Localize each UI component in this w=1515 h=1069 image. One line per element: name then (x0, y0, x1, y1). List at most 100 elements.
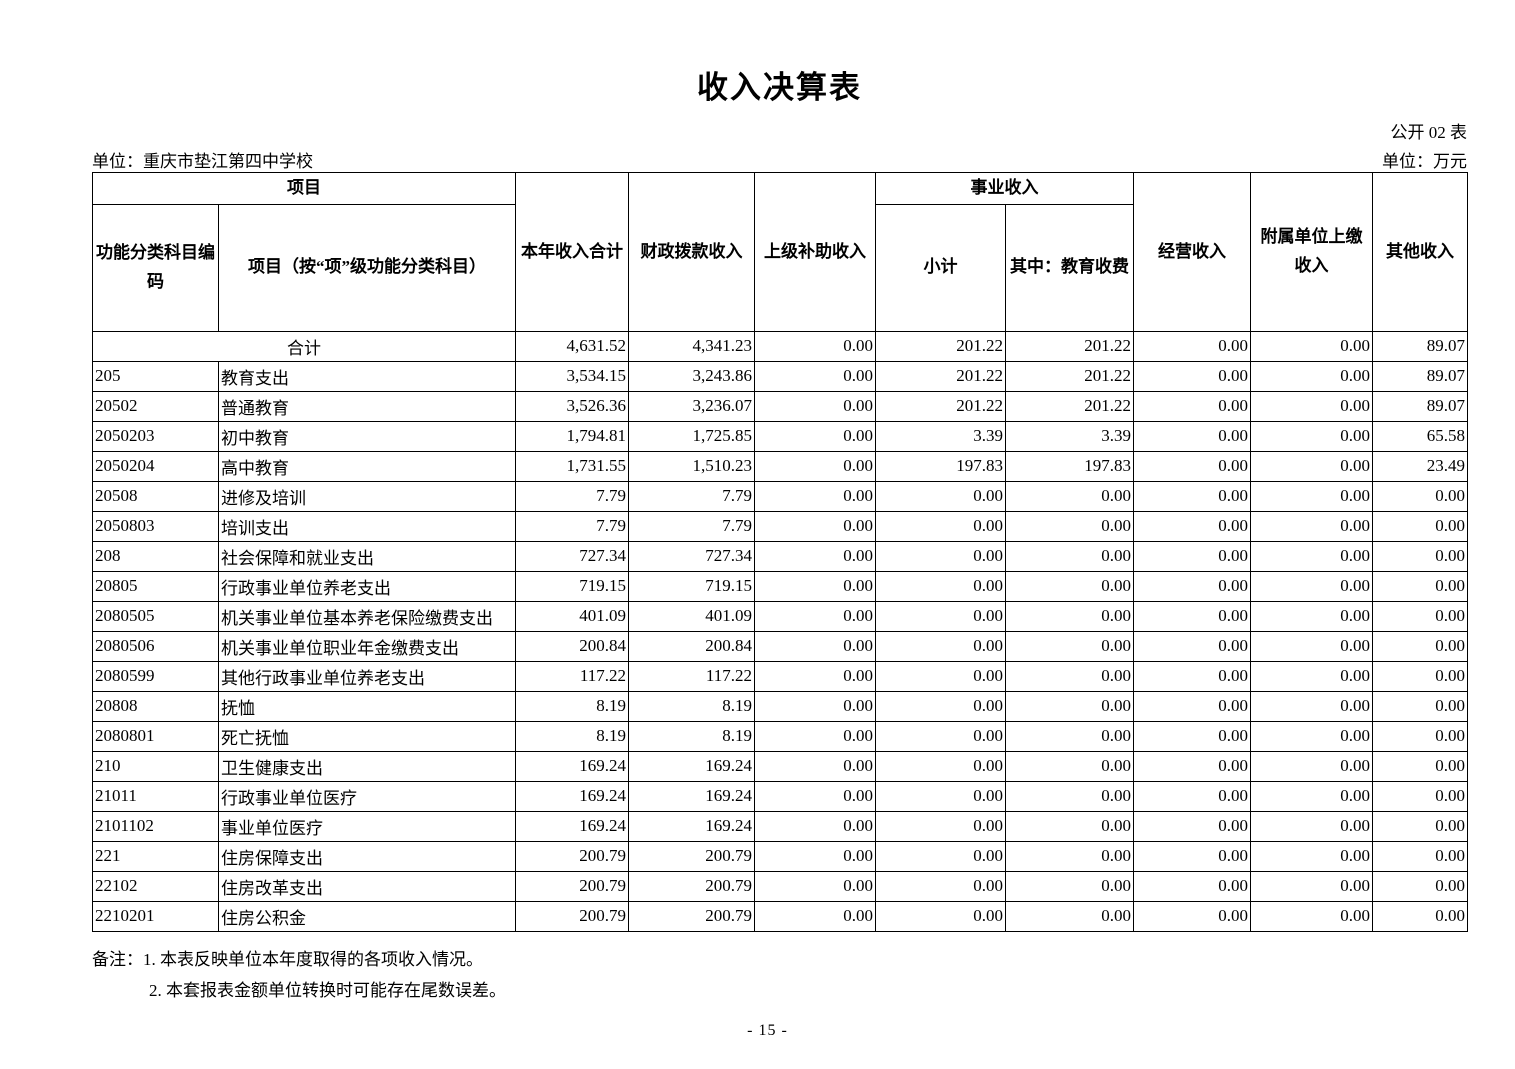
cell-total-label: 合计 (92, 330, 516, 362)
table-row: 2101102 事业单位医疗 169.24 169.24 0.00 0.00 0.00 0.0… (92, 810, 1468, 842)
cell-value: 0.00 (1372, 780, 1468, 812)
table-row: 2050203 初中教育 1,794.81 1,725.85 0.00 3.39 3.39 0… (92, 420, 1468, 452)
cell-value: 0.00 (1133, 420, 1251, 452)
cell-project-name: 初中教育 (218, 420, 516, 452)
cell-project-name: 社会保障和就业支出 (218, 540, 516, 572)
cell-value: 401.09 (515, 600, 629, 632)
cell-value: 4,341.23 (628, 330, 755, 362)
table-header: 项目 本年收入合计 财政拨款收入 上级补助收入 事业收入 经营收入 附属单位上缴… (92, 172, 1468, 332)
cell-value: 401.09 (628, 600, 755, 632)
cell-project-name: 行政事业单位养老支出 (218, 570, 516, 602)
cell-value: 4,631.52 (515, 330, 629, 362)
cell-value: 0.00 (1005, 480, 1134, 512)
cell-value: 89.07 (1372, 390, 1468, 422)
cell-value: 0.00 (1250, 870, 1373, 902)
cell-value: 0.00 (754, 720, 876, 752)
cell-function-code: 210 (92, 750, 219, 782)
cell-value: 0.00 (875, 600, 1006, 632)
cell-value: 89.07 (1372, 330, 1468, 362)
page-number: - 15 - (747, 1022, 788, 1039)
table-row: 2080801 死亡抚恤 8.19 8.19 0.00 0.00 0.00 0.00 0.00 0… (92, 720, 1468, 752)
header-function-code: 功能分类科目编码 (92, 203, 219, 332)
cell-function-code: 21011 (92, 780, 219, 812)
cell-value: 0.00 (1250, 570, 1373, 602)
cell-value: 0.00 (1372, 600, 1468, 632)
cell-value: 0.00 (1372, 540, 1468, 572)
header-total-income: 本年收入合计 (515, 172, 629, 332)
cell-value: 0.00 (754, 360, 876, 392)
header-business-income-group: 事业收入 (875, 172, 1134, 205)
cell-value: 0.00 (754, 570, 876, 602)
revenue-table: 项目 本年收入合计 财政拨款收入 上级补助收入 事业收入 经营收入 附属单位上缴… (92, 172, 1468, 932)
cell-value: 727.34 (628, 540, 755, 572)
cell-value: 0.00 (1250, 540, 1373, 572)
cell-value: 0.00 (1250, 450, 1373, 482)
cell-value: 0.00 (1005, 540, 1134, 572)
cell-value: 89.07 (1372, 360, 1468, 392)
cell-value: 0.00 (1133, 480, 1251, 512)
cell-function-code: 2080599 (92, 660, 219, 692)
cell-value: 0.00 (1133, 810, 1251, 842)
cell-value: 169.24 (628, 810, 755, 842)
cell-value: 0.00 (1005, 600, 1134, 632)
table-row: 20508 进修及培训 7.79 7.79 0.00 0.00 0.00 0.00 0.00 0.… (92, 480, 1468, 512)
page-title: 收入决算表 (697, 70, 862, 105)
cell-value: 0.00 (754, 630, 876, 662)
cell-value: 0.00 (1250, 420, 1373, 452)
cell-value: 1,725.85 (628, 420, 755, 452)
cell-project-name: 抚恤 (218, 690, 516, 722)
cell-project-name: 高中教育 (218, 450, 516, 482)
table-row: 合计 4,631.52 4,341.23 0.00 201.22 201.22 0.00 0.… (92, 330, 1468, 362)
cell-value: 0.00 (875, 780, 1006, 812)
cell-project-name: 机关事业单位职业年金缴费支出 (218, 630, 516, 662)
cell-value: 0.00 (754, 480, 876, 512)
cell-value: 0.00 (1005, 630, 1134, 662)
cell-value: 0.00 (1250, 810, 1373, 842)
cell-value: 0.00 (1005, 570, 1134, 602)
table-row: 21011 行政事业单位医疗 169.24 169.24 0.00 0.00 0.00 0.0… (92, 780, 1468, 812)
cell-value: 0.00 (1250, 510, 1373, 542)
cell-value: 200.84 (515, 630, 629, 662)
cell-value: 3,534.15 (515, 360, 629, 392)
cell-value: 0.00 (875, 570, 1006, 602)
cell-value: 0.00 (875, 900, 1006, 932)
cell-function-code: 2080801 (92, 720, 219, 752)
cell-value: 0.00 (1133, 600, 1251, 632)
cell-value: 3.39 (875, 420, 1006, 452)
cell-value: 200.79 (628, 870, 755, 902)
cell-function-code: 20508 (92, 480, 219, 512)
cell-value: 0.00 (1005, 690, 1134, 722)
cell-value: 0.00 (1372, 750, 1468, 782)
cell-value: 0.00 (875, 690, 1006, 722)
cell-value: 0.00 (754, 600, 876, 632)
cell-value: 0.00 (1005, 870, 1134, 902)
table-row: 2080506 机关事业单位职业年金缴费支出 200.84 200.84 0.00 0.0… (92, 630, 1468, 662)
cell-value: 169.24 (628, 750, 755, 782)
cell-value: 117.22 (628, 660, 755, 692)
cell-value: 0.00 (754, 780, 876, 812)
cell-project-name: 住房改革支出 (218, 870, 516, 902)
cell-value: 8.19 (628, 690, 755, 722)
cell-value: 0.00 (1250, 720, 1373, 752)
header-project-name: 项目（按“项”级功能分类科目） (218, 203, 516, 332)
unit-line: 单位：重庆市垫江第四中学校 单位：万元 (92, 147, 1467, 172)
cell-value: 0.00 (1133, 630, 1251, 662)
cell-value: 3,526.36 (515, 390, 629, 422)
cell-value: 0.00 (1250, 480, 1373, 512)
cell-value: 1,794.81 (515, 420, 629, 452)
cell-value: 0.00 (1250, 900, 1373, 932)
cell-project-name: 住房保障支出 (218, 840, 516, 872)
cell-value: 0.00 (1250, 360, 1373, 392)
cell-value: 0.00 (1250, 390, 1373, 422)
cell-value: 8.19 (515, 720, 629, 752)
cell-project-name: 培训支出 (218, 510, 516, 542)
cell-value: 0.00 (1133, 450, 1251, 482)
cell-value: 8.19 (628, 720, 755, 752)
cell-value: 0.00 (1133, 360, 1251, 392)
cell-value: 0.00 (1005, 720, 1134, 752)
cell-value: 0.00 (1250, 330, 1373, 362)
cell-value: 0.00 (1005, 900, 1134, 932)
cell-value: 201.22 (875, 360, 1006, 392)
cell-value: 0.00 (1005, 750, 1134, 782)
